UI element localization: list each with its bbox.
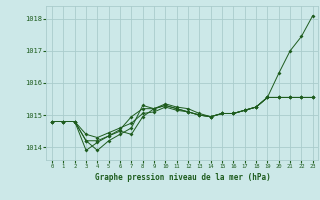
X-axis label: Graphe pression niveau de la mer (hPa): Graphe pression niveau de la mer (hPa) bbox=[94, 173, 270, 182]
